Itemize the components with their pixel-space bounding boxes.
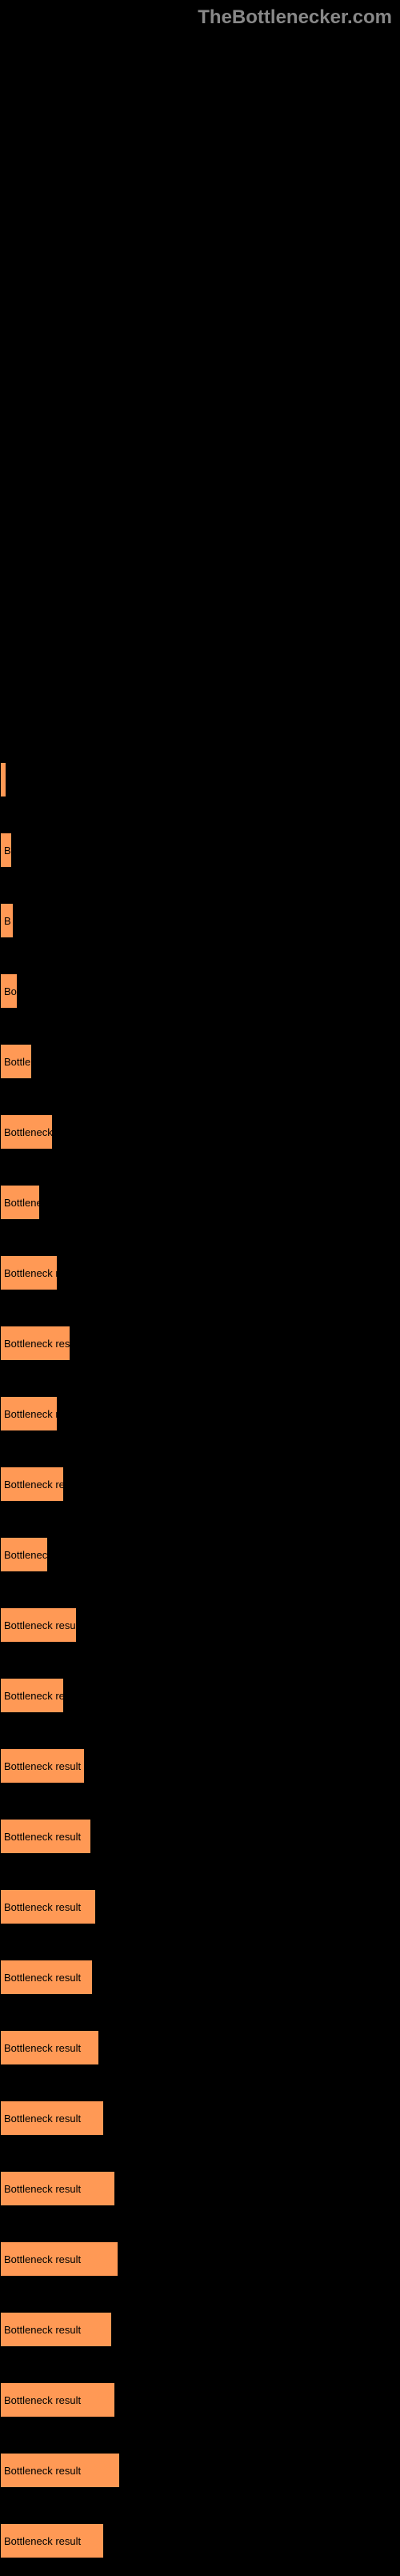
bar: Bottleneck result: [0, 2101, 104, 2136]
bar-row: Bottleneck result: [0, 2153, 400, 2224]
watermark-text: TheBottlenecker.com: [198, 6, 392, 29]
bar: Bottleneck: [0, 1537, 48, 1572]
bar-chart: BB Bo Bottler Bottleneck r Bottlene Bottlenec…: [0, 0, 400, 2576]
bar: Bottleneck res: [0, 1467, 64, 1502]
bar-row: Bottleneck result: [0, 1590, 400, 1660]
bar-row: Bottleneck result: [0, 2506, 400, 2576]
bar: Bo: [0, 973, 18, 1009]
bar: Bottleneck result: [0, 2382, 115, 2418]
bar: Bottleneck result: [0, 2523, 104, 2558]
bar: Bottlene: [0, 1185, 40, 1220]
bar: Bottleneck result: [0, 1889, 96, 1924]
bar: Bottleneck result: [0, 1960, 93, 1995]
bar: Bottleneck result: [0, 2312, 112, 2347]
bar-row: Bottleneck result: [0, 2083, 400, 2153]
bar-row: Bottleneck result: [0, 2435, 400, 2506]
bar-row: Bo: [0, 956, 400, 1026]
bar-row: Bottleneck result: [0, 2365, 400, 2435]
bar: B: [0, 833, 12, 868]
bar: [0, 762, 6, 797]
bar-row: Bottleneck re: [0, 1378, 400, 1449]
bar: Bottleneck result: [0, 2453, 120, 2488]
bar-row: B: [0, 815, 400, 885]
bar: Bottleneck res: [0, 1678, 64, 1713]
bar-row: Bottleneck r: [0, 1097, 400, 1167]
bar-row: Bottleneck re: [0, 1238, 400, 1308]
bar-row: Bottleneck result: [0, 1942, 400, 2012]
bar: Bottleneck r: [0, 1114, 53, 1150]
bar: Bottleneck result: [0, 2171, 115, 2206]
bar: Bottleneck result: [0, 2030, 99, 2065]
bar: Bottler: [0, 1044, 32, 1079]
bar-row: Bottleneck result: [0, 1731, 400, 1801]
bar-row: Bottleneck res: [0, 1449, 400, 1519]
bar: Bottleneck result: [0, 2241, 118, 2277]
bar-row: Bottleneck result: [0, 2012, 400, 2083]
bar-row: Bottleneck resul: [0, 1308, 400, 1378]
bar-row: Bottleneck result: [0, 2224, 400, 2294]
bar-row: B: [0, 885, 400, 956]
bar: Bottleneck re: [0, 1255, 58, 1290]
bar-row: Bottleneck res: [0, 1660, 400, 1731]
bar-row: Bottler: [0, 1026, 400, 1097]
bar: Bottleneck result: [0, 1607, 77, 1643]
bar: Bottleneck resul: [0, 1326, 70, 1361]
bar: B: [0, 903, 14, 938]
bar-row: [0, 744, 400, 815]
bar-row: Bottleneck result: [0, 1872, 400, 1942]
bar: Bottleneck result: [0, 1748, 85, 1784]
bar: Bottleneck re: [0, 1396, 58, 1431]
bar: Bottleneck result: [0, 1819, 91, 1854]
bar-row: Bottleneck: [0, 1519, 400, 1590]
bar-row: Bottlene: [0, 1167, 400, 1238]
bar-row: Bottleneck result: [0, 2294, 400, 2365]
bar-row: Bottleneck result: [0, 1801, 400, 1872]
